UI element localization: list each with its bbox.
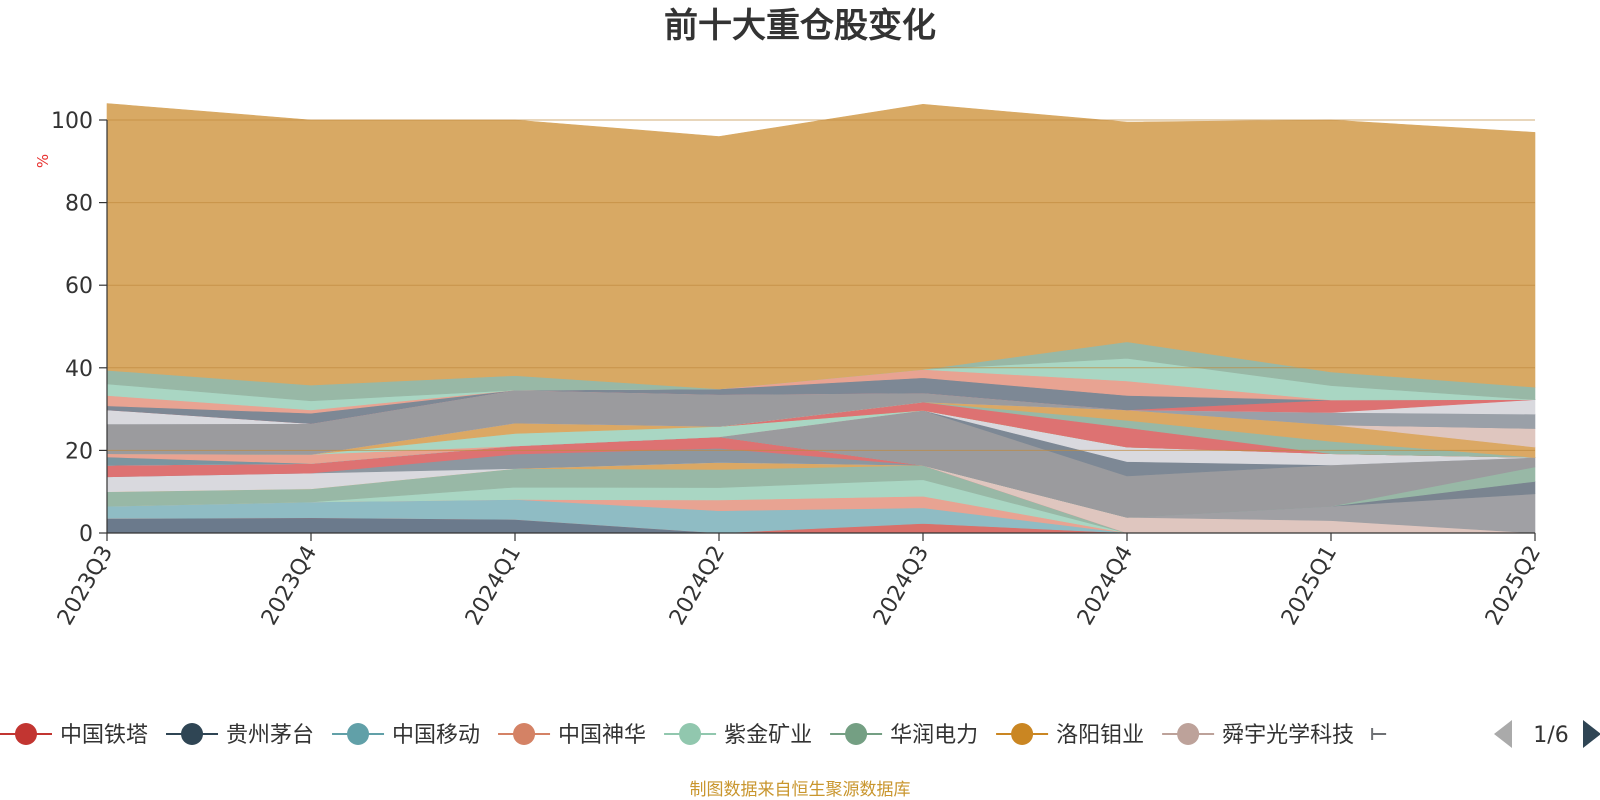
legend-item[interactable]: 中国铁塔 xyxy=(0,723,148,748)
legend-page-indicator: 1/6 xyxy=(1533,723,1568,748)
legend-item[interactable]: 舜宇光学科技 xyxy=(1162,723,1354,748)
legend-label: 舜宇光学科技 xyxy=(1222,723,1354,748)
source-note: 制图数据来自恒生聚源数据库 xyxy=(690,780,911,800)
y-tick-label: 20 xyxy=(65,439,93,464)
legend-marker xyxy=(513,723,536,745)
legend-item[interactable]: 洛阳钼业 xyxy=(996,723,1144,748)
legend-label: 中国铁塔 xyxy=(60,723,148,748)
x-tick-label: 2024Q3 xyxy=(869,542,934,630)
y-tick-label: 40 xyxy=(65,357,93,382)
legend-next-page-icon[interactable] xyxy=(1583,720,1600,748)
legend-prev-page-icon[interactable] xyxy=(1494,720,1512,748)
y-axis-unit-label: % xyxy=(34,154,52,168)
legend-marker xyxy=(181,723,204,745)
stacked-areas xyxy=(106,103,1536,534)
area-series-34 xyxy=(106,103,1536,390)
legend-item[interactable]: 中国移动 xyxy=(332,723,480,748)
legend-marker xyxy=(845,723,868,745)
legend-marker xyxy=(1177,723,1200,745)
legend-label: 中国移动 xyxy=(392,723,480,748)
x-tick-label: 2023Q4 xyxy=(257,542,322,630)
x-tick-label: 2024Q2 xyxy=(665,542,730,630)
legend-item[interactable]: 中国神华 xyxy=(498,723,646,748)
legend-marker xyxy=(679,723,702,745)
y-tick-label: 0 xyxy=(79,522,93,547)
legend-marker xyxy=(15,723,37,745)
legend-label: 紫金矿业 xyxy=(724,723,812,748)
axes xyxy=(106,120,1535,534)
x-tick-label: 2024Q4 xyxy=(1073,542,1138,630)
x-axis-ticks: 2023Q3 2023Q4 2024Q1 2024Q2 2024Q3 2024Q4 2025… xyxy=(53,533,1546,630)
legend: 中国铁塔 贵州茅台 中国移动 中国神华 紫金矿业 华润电力 洛阳钼业 舜宇光学科技 xyxy=(0,723,1387,748)
chart-title: 前十大重仓股变化 xyxy=(664,6,936,46)
legend-label: 贵州茅台 xyxy=(226,723,314,748)
legend-item[interactable]: 紫金矿业 xyxy=(664,723,812,748)
legend-marker xyxy=(1011,723,1034,745)
y-tick-label: 60 xyxy=(65,274,93,299)
legend-label: 华润电力 xyxy=(890,723,978,748)
legend-label: 洛阳钼业 xyxy=(1056,723,1144,748)
legend-item[interactable]: 华润电力 xyxy=(830,723,978,748)
x-tick-label: 2024Q1 xyxy=(461,542,526,630)
x-tick-label: 2025Q1 xyxy=(1277,542,1342,630)
y-tick-label: 100 xyxy=(51,109,93,134)
x-tick-label: 2025Q2 xyxy=(1481,542,1546,630)
legend-pager: 1/6 xyxy=(1494,720,1600,748)
legend-item[interactable]: 贵州茅台 xyxy=(166,723,314,748)
x-tick-label: 2023Q3 xyxy=(53,542,118,630)
y-axis-ticks: 0 20 40 60 80 100 xyxy=(51,109,107,547)
legend-label: 中国神华 xyxy=(558,723,646,748)
legend-marker xyxy=(347,723,370,745)
grid-lines xyxy=(107,119,1535,451)
y-tick-label: 80 xyxy=(65,192,93,217)
